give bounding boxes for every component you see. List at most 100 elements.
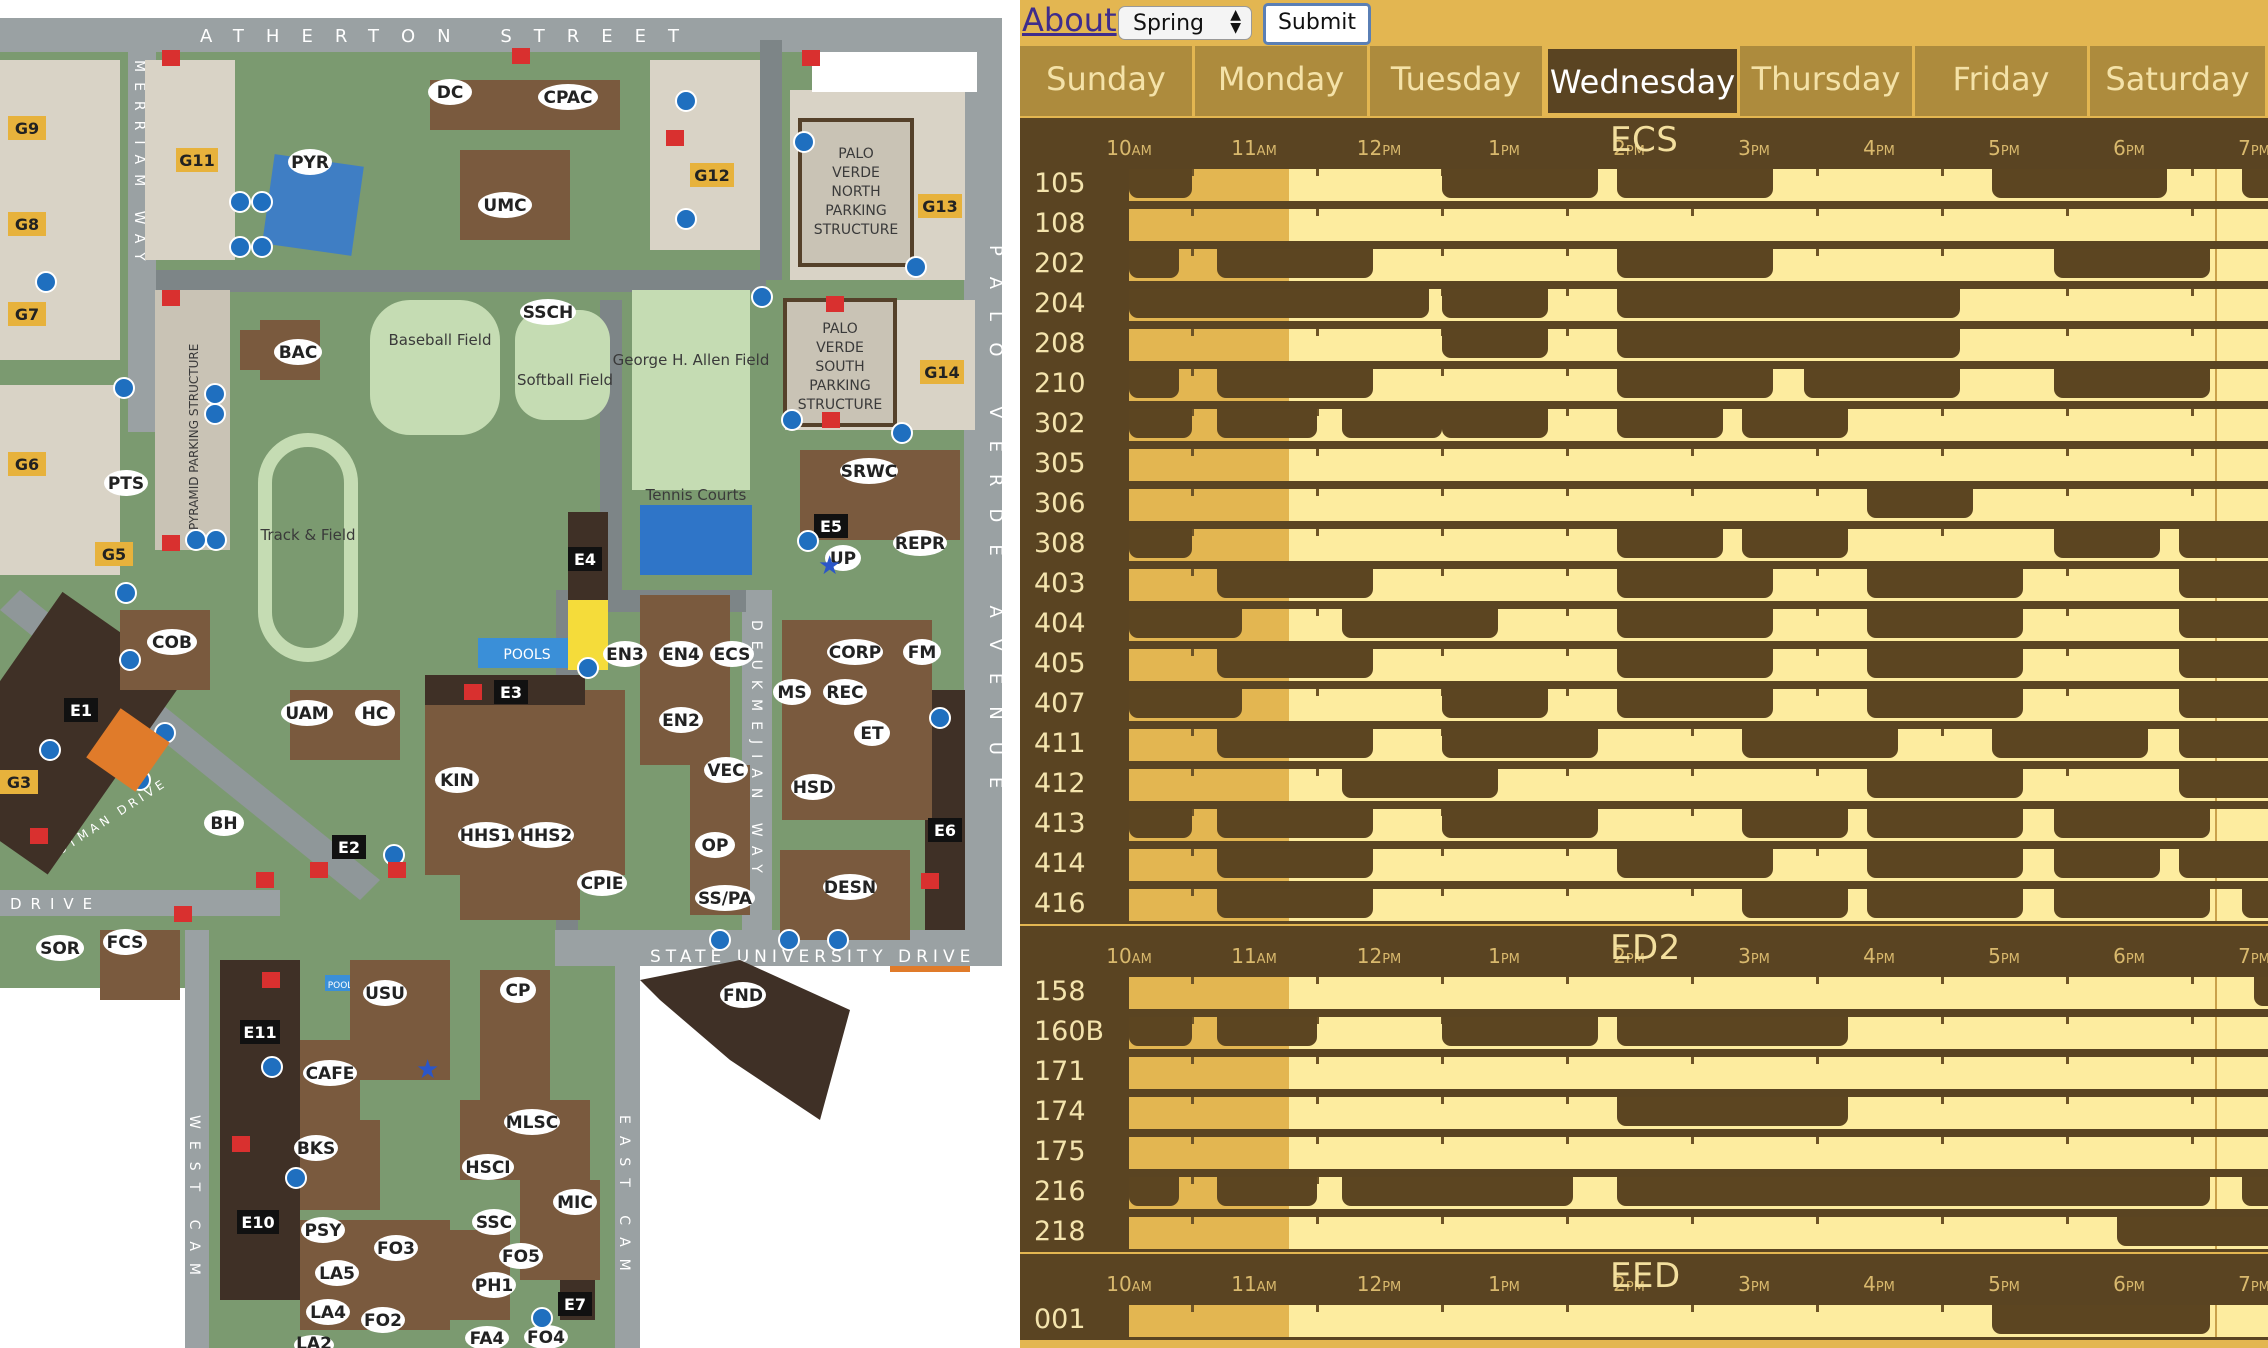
lot-e6[interactable]: E6 [934,821,956,840]
booked-block[interactable] [1741,889,1848,918]
booked-block[interactable] [1129,249,1179,278]
room-row[interactable]: 306 [1020,484,2268,524]
submit-button[interactable]: Submit [1263,3,1371,45]
bldg-en2[interactable]: EN2 [662,711,700,731]
bldg-dc[interactable]: DC [437,83,464,103]
lot-g8[interactable]: G8 [15,215,39,234]
room-row[interactable]: 204 [1020,284,2268,324]
booked-block[interactable] [2179,569,2268,598]
booked-block[interactable] [2054,889,2211,918]
booked-block[interactable] [1616,609,1773,638]
booked-block[interactable] [2054,809,2211,838]
booked-block[interactable] [1866,809,2023,838]
booked-block[interactable] [2179,769,2268,798]
bldg-fcs[interactable]: FCS [107,933,144,953]
bldg-ecs[interactable]: ECS [714,645,751,665]
bldg-fo4[interactable]: FO4 [527,1328,565,1348]
room-row[interactable]: 175 [1020,1132,2268,1172]
bldg-umc[interactable]: UMC [483,196,526,216]
booked-block[interactable] [1991,1305,2211,1334]
bldg-cp[interactable]: CP [506,981,531,1001]
booked-block[interactable] [1129,529,1192,558]
lot-g12[interactable]: G12 [694,166,729,185]
booked-block[interactable] [1616,1017,1848,1046]
lot-e5[interactable]: E5 [820,517,842,536]
booked-block[interactable] [1129,409,1192,438]
booked-block[interactable] [1441,329,1548,358]
bldg-hsci[interactable]: HSCI [465,1158,510,1178]
booked-block[interactable] [1441,1017,1598,1046]
bldg-kin[interactable]: KIN [440,771,474,791]
lot-g11[interactable]: G11 [179,151,214,170]
bldg-fnd[interactable]: FND [723,986,763,1006]
booked-block[interactable] [1866,569,2023,598]
lot-g6[interactable]: G6 [15,455,39,474]
booked-block[interactable] [1216,1177,1317,1206]
booked-block[interactable] [2179,649,2268,678]
booked-block[interactable] [1216,729,1373,758]
room-row[interactable]: 404 [1020,604,2268,644]
booked-block[interactable] [1866,689,2023,718]
booked-block[interactable] [1741,529,1848,558]
booked-block[interactable] [1216,1017,1317,1046]
lot-e10[interactable]: E10 [241,1213,274,1232]
room-row[interactable]: 405 [1020,644,2268,684]
campus-map[interactable]: ATHERTON STREET PALO VERDE AVENUE STATE … [0,0,1020,1348]
bldg-fo3[interactable]: FO3 [377,1239,415,1259]
booked-block[interactable] [1216,369,1373,398]
bldg-fo2[interactable]: FO2 [364,1311,402,1331]
bldg-cafe[interactable]: CAFE [306,1064,355,1084]
room-row[interactable]: 216 [1020,1172,2268,1212]
room-row[interactable]: 208 [1020,324,2268,364]
booked-block[interactable] [1216,889,1373,918]
room-row[interactable]: 174 [1020,1092,2268,1132]
booked-block[interactable] [1341,1177,1573,1206]
booked-block[interactable] [1129,689,1242,718]
bldg-repr[interactable]: REPR [895,534,945,554]
booked-block[interactable] [1129,609,1242,638]
tab-saturday[interactable]: Saturday [2090,46,2268,116]
booked-block[interactable] [2179,729,2268,758]
booked-block[interactable] [1616,409,1723,438]
bldg-la5[interactable]: LA5 [319,1264,355,1284]
room-row[interactable]: 416 [1020,884,2268,924]
lot-g13[interactable]: G13 [922,197,957,216]
room-row[interactable]: 403 [1020,564,2268,604]
lot-e4[interactable]: E4 [574,550,596,569]
booked-block[interactable] [1866,649,2023,678]
lot-g9[interactable]: G9 [15,119,39,138]
bldg-usu[interactable]: USU [365,984,405,1004]
booked-block[interactable] [1441,409,1548,438]
bldg-bac[interactable]: BAC [279,343,318,363]
booked-block[interactable] [1341,769,1498,798]
about-link[interactable]: About [1022,1,1117,39]
bldg-op[interactable]: OP [702,836,729,856]
room-row[interactable]: 001 [1020,1300,2268,1340]
lot-e2[interactable]: E2 [338,838,360,857]
booked-block[interactable] [1216,409,1317,438]
booked-block[interactable] [1129,809,1192,838]
booked-block[interactable] [1866,609,2023,638]
lot-g7[interactable]: G7 [15,305,39,324]
room-row[interactable]: 411 [1020,724,2268,764]
booked-block[interactable] [1741,409,1848,438]
bldg-rec[interactable]: REC [826,683,863,703]
lot-e1[interactable]: E1 [70,701,92,720]
bldg-pyr[interactable]: PYR [291,153,329,173]
bldg-mlsc[interactable]: MLSC [506,1113,558,1133]
booked-block[interactable] [1991,169,2167,198]
booked-block[interactable] [1129,1177,1179,1206]
tab-monday[interactable]: Monday [1195,46,1370,116]
booked-block[interactable] [1216,569,1373,598]
bldg-fm[interactable]: FM [908,643,937,663]
booked-block[interactable] [1129,169,1192,198]
lot-g14[interactable]: G14 [924,363,959,382]
booked-block[interactable] [1616,529,1723,558]
room-row[interactable]: 218 [1020,1212,2268,1252]
booked-block[interactable] [1129,369,1179,398]
booked-block[interactable] [2241,169,2268,198]
booked-block[interactable] [1616,649,1773,678]
room-row[interactable]: 105 [1020,164,2268,204]
season-select[interactable]: Spring ▲ ▼ [1118,6,1252,40]
bldg-en4[interactable]: EN4 [662,645,700,665]
